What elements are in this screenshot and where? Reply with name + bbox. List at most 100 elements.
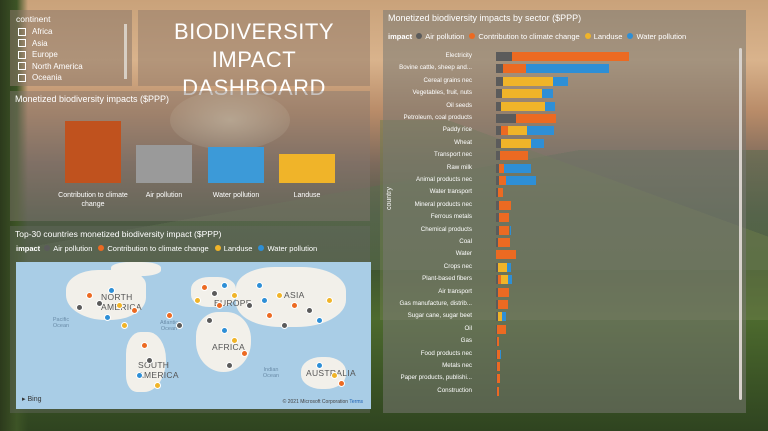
- sector-row[interactable]: Oil seeds: [383, 100, 738, 112]
- sector-bar-air[interactable]: [496, 213, 499, 223]
- sector-bar-air[interactable]: [496, 151, 500, 161]
- map-pin[interactable]: [108, 287, 115, 294]
- sector-bar-climate[interactable]: [498, 213, 510, 223]
- sector-row[interactable]: Water transport: [383, 186, 738, 198]
- sector-bar-land[interactable]: [501, 101, 545, 111]
- map-pin[interactable]: [206, 317, 213, 324]
- map-pin[interactable]: [231, 337, 238, 344]
- sector-bar-land[interactable]: [501, 275, 508, 285]
- checkbox-icon[interactable]: [18, 39, 26, 48]
- map-pin[interactable]: [256, 282, 263, 289]
- sector-bar-land[interactable]: [497, 312, 503, 322]
- sector-bar-climate[interactable]: [496, 362, 500, 371]
- sector-bar-climate[interactable]: [503, 64, 526, 74]
- slicer-option[interactable]: Africa: [10, 26, 132, 38]
- map-pin[interactable]: [331, 372, 338, 379]
- sector-bar-air[interactable]: [496, 386, 497, 396]
- checkbox-icon[interactable]: [18, 62, 26, 71]
- sector-row[interactable]: Gas: [383, 335, 738, 347]
- map-pin[interactable]: [276, 292, 283, 299]
- continent-slicer[interactable]: continent Africa Asia Europe North America O…: [10, 10, 132, 86]
- sector-bar-climate[interactable]: [499, 151, 529, 161]
- sector-row[interactable]: Construction: [383, 385, 738, 397]
- sector-row[interactable]: Vegetables, fruit, nuts: [383, 87, 738, 99]
- sector-bar-air[interactable]: [496, 225, 499, 235]
- summary-bar[interactable]: [279, 154, 335, 183]
- map-pin[interactable]: [166, 312, 173, 319]
- sector-bar-air[interactable]: [496, 374, 497, 384]
- map-pin[interactable]: [154, 382, 161, 389]
- slicer-option[interactable]: Oceania: [10, 72, 132, 84]
- map-pin[interactable]: [176, 322, 183, 329]
- sector-bar-air[interactable]: [496, 200, 499, 210]
- sector-bar-water[interactable]: [504, 163, 532, 173]
- slicer-option[interactable]: Asia: [10, 38, 132, 50]
- sector-bar-air[interactable]: [496, 64, 504, 74]
- sector-row[interactable]: Food products nec: [383, 348, 738, 360]
- map-pin[interactable]: [116, 302, 123, 309]
- map-pin[interactable]: [291, 302, 298, 309]
- sector-bar-climate[interactable]: [498, 200, 512, 210]
- sector-row[interactable]: Water: [383, 248, 738, 260]
- sector-row[interactable]: Plant-based fibers: [383, 273, 738, 285]
- map-pin[interactable]: [261, 297, 268, 304]
- map-pin[interactable]: [338, 380, 345, 387]
- legend-item[interactable]: Contribution to climate change: [98, 244, 209, 253]
- sector-row[interactable]: Transport nec: [383, 149, 738, 161]
- sector-bar-water[interactable]: [526, 126, 554, 136]
- map-pin[interactable]: [241, 350, 248, 357]
- legend-item[interactable]: Landuse: [584, 32, 622, 41]
- sector-bar-air[interactable]: [496, 312, 498, 322]
- sector-bar-water[interactable]: [531, 138, 544, 148]
- sector-bar-air[interactable]: [496, 324, 497, 334]
- world-map[interactable]: NORTH AMERICA SOUTH AMERICA EUROPE AFRIC…: [16, 262, 371, 409]
- sector-row[interactable]: Ferrous metals: [383, 211, 738, 223]
- sector-bar-air[interactable]: [496, 362, 497, 371]
- sector-bar-climate[interactable]: [512, 52, 630, 61]
- sector-bar-climate[interactable]: [497, 287, 509, 297]
- map-pin[interactable]: [266, 312, 273, 319]
- sector-bar-air[interactable]: [496, 262, 498, 272]
- sector-row[interactable]: Raw milk: [383, 162, 738, 174]
- sector-scrollbar[interactable]: [739, 48, 742, 400]
- sector-bar-water[interactable]: [541, 89, 553, 99]
- sector-bar-climate[interactable]: [498, 163, 505, 173]
- map-pin[interactable]: [104, 314, 111, 321]
- sector-bar-climate[interactable]: [498, 225, 510, 235]
- sector-row[interactable]: Bovine cattle, sheep and...: [383, 62, 738, 74]
- map-pin[interactable]: [211, 290, 218, 297]
- map-pin[interactable]: [231, 292, 238, 299]
- sector-row[interactable]: Chemical products: [383, 224, 738, 236]
- sector-row[interactable]: Petroleum, coal products: [383, 112, 738, 124]
- map-pin[interactable]: [141, 342, 148, 349]
- sector-bar-air[interactable]: [496, 287, 498, 297]
- map-pin[interactable]: [216, 302, 223, 309]
- checkbox-icon[interactable]: [18, 50, 26, 59]
- sector-bar-air[interactable]: [496, 176, 499, 185]
- sector-row[interactable]: Sugar cane, sugar beet: [383, 310, 738, 322]
- slicer-scrollbar[interactable]: [124, 24, 127, 79]
- map-pin[interactable]: [121, 322, 128, 329]
- sector-bar-water[interactable]: [499, 349, 502, 359]
- sector-bar-air[interactable]: [496, 101, 502, 111]
- sector-bar-climate[interactable]: [496, 374, 500, 384]
- sector-row[interactable]: Paper products, publishi...: [383, 372, 738, 384]
- sector-bar-air[interactable]: [496, 275, 498, 285]
- legend-item[interactable]: Water pollution: [627, 32, 686, 41]
- sector-bar-water[interactable]: [502, 312, 506, 322]
- map-pin[interactable]: [201, 284, 208, 291]
- checkbox-icon[interactable]: [18, 27, 26, 36]
- sector-bar-air[interactable]: [496, 300, 498, 309]
- slicer-option[interactable]: Europe: [10, 49, 132, 61]
- map-pin[interactable]: [281, 322, 288, 329]
- sector-bar-land[interactable]: [502, 89, 542, 99]
- sector-bar-climate[interactable]: [497, 238, 511, 247]
- sector-bar-water[interactable]: [509, 225, 512, 235]
- slicer-option[interactable]: North America: [10, 61, 132, 73]
- sector-bar-climate[interactable]: [496, 337, 499, 347]
- map-pin[interactable]: [131, 307, 138, 314]
- sector-row[interactable]: Mineral products nec: [383, 199, 738, 211]
- sector-bar-climate[interactable]: [496, 250, 516, 260]
- sector-bar-land[interactable]: [503, 76, 553, 86]
- legend-item[interactable]: Contribution to climate change: [469, 32, 580, 41]
